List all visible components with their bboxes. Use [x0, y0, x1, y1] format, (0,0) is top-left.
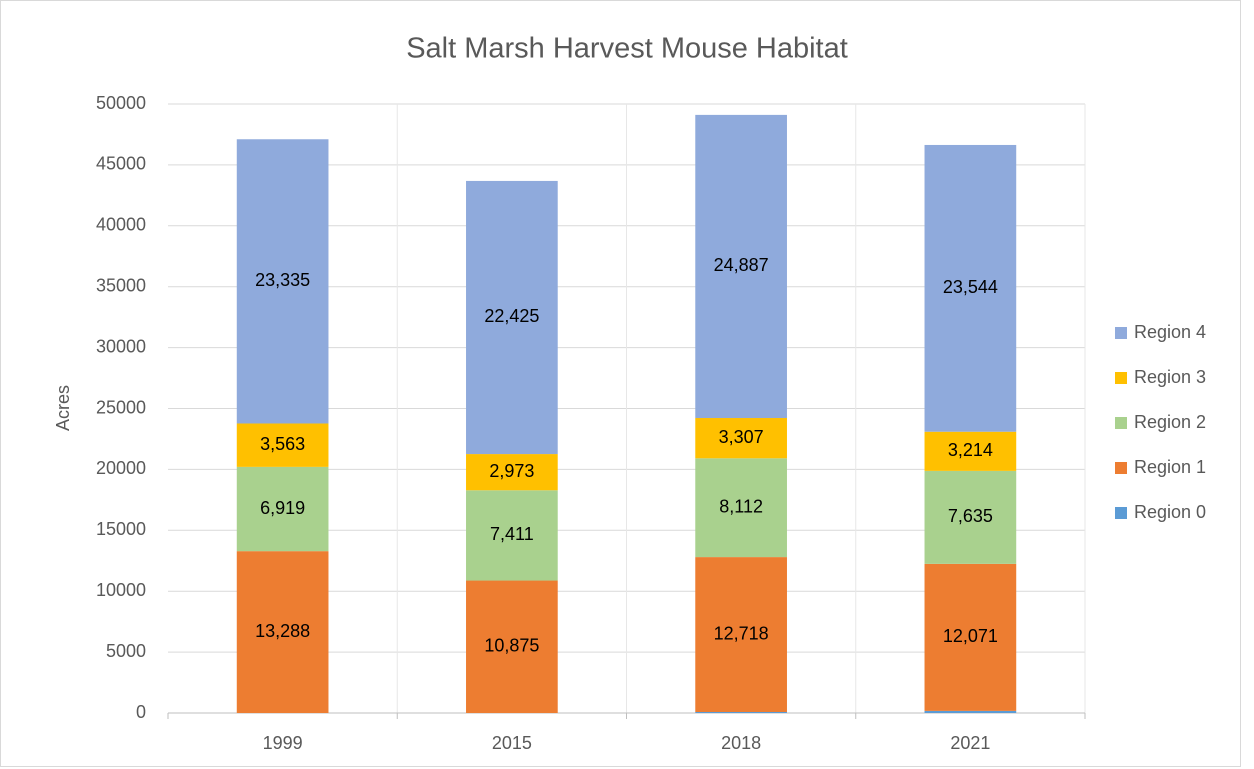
data-label: 24,887 [714, 255, 769, 275]
data-label: 2,973 [489, 461, 534, 481]
bar-segment [695, 712, 787, 713]
data-label: 23,335 [255, 270, 310, 290]
data-label: 7,635 [948, 506, 993, 526]
data-label: 7,411 [490, 524, 534, 544]
legend-swatch [1115, 327, 1127, 339]
legend-label: Region 4 [1134, 322, 1206, 342]
bar-segment [695, 458, 787, 558]
bar-segment [924, 710, 1017, 713]
legend-swatch [1115, 372, 1127, 384]
bar-segment [236, 139, 329, 424]
data-label: 12,071 [943, 626, 998, 646]
y-tick-label: 50000 [96, 93, 146, 113]
bar-segment [236, 551, 329, 713]
bar-segment [236, 466, 329, 552]
bar-segment [466, 580, 558, 713]
data-label: 3,307 [719, 427, 764, 447]
y-tick-label: 10000 [96, 580, 146, 600]
y-tick-label: 45000 [96, 154, 146, 174]
bar-segment [466, 180, 558, 455]
x-tick-label: 2015 [492, 733, 532, 753]
bar-segment [695, 557, 787, 713]
legend-swatch [1115, 462, 1127, 474]
data-label: 6,919 [260, 498, 305, 518]
y-tick-label: 20000 [96, 458, 146, 478]
y-axis-label: Acres [53, 385, 73, 431]
y-tick-label: 5000 [106, 641, 146, 661]
legend-swatch [1115, 417, 1127, 429]
bar-segment [924, 431, 1017, 471]
legend-label: Region 0 [1134, 502, 1206, 522]
data-label: 10,875 [484, 636, 539, 656]
data-label: 12,718 [714, 623, 769, 643]
data-label: 23,544 [943, 277, 998, 297]
bar-segment [466, 454, 558, 491]
legend-label: Region 1 [1134, 457, 1206, 477]
y-tick-label: 30000 [96, 336, 146, 356]
data-label: 22,425 [484, 306, 539, 326]
data-label: 3,563 [260, 434, 305, 454]
y-tick-label: 40000 [96, 215, 146, 235]
legend-swatch [1115, 507, 1127, 519]
bar-segment [466, 490, 558, 581]
y-tick-label: 25000 [96, 397, 146, 417]
legend-label: Region 3 [1134, 367, 1206, 387]
bar-segment [695, 114, 787, 419]
bar-segment [924, 144, 1017, 432]
bar-segment [236, 423, 329, 467]
x-tick-label: 2021 [950, 733, 990, 753]
chart-title: Salt Marsh Harvest Mouse Habitat [406, 33, 848, 65]
x-tick-label: 1999 [263, 733, 303, 753]
x-tick-label: 2018 [721, 733, 761, 753]
y-tick-label: 35000 [96, 275, 146, 295]
y-tick-label: 0 [136, 702, 146, 722]
data-label: 3,214 [948, 440, 993, 460]
bar-segment [924, 470, 1017, 564]
data-label: 13,288 [255, 621, 310, 641]
data-label: 8,112 [719, 496, 763, 516]
legend-label: Region 2 [1134, 412, 1206, 432]
bar-segment [924, 563, 1017, 711]
bar-segment [695, 418, 787, 459]
y-tick-label: 15000 [96, 519, 146, 539]
